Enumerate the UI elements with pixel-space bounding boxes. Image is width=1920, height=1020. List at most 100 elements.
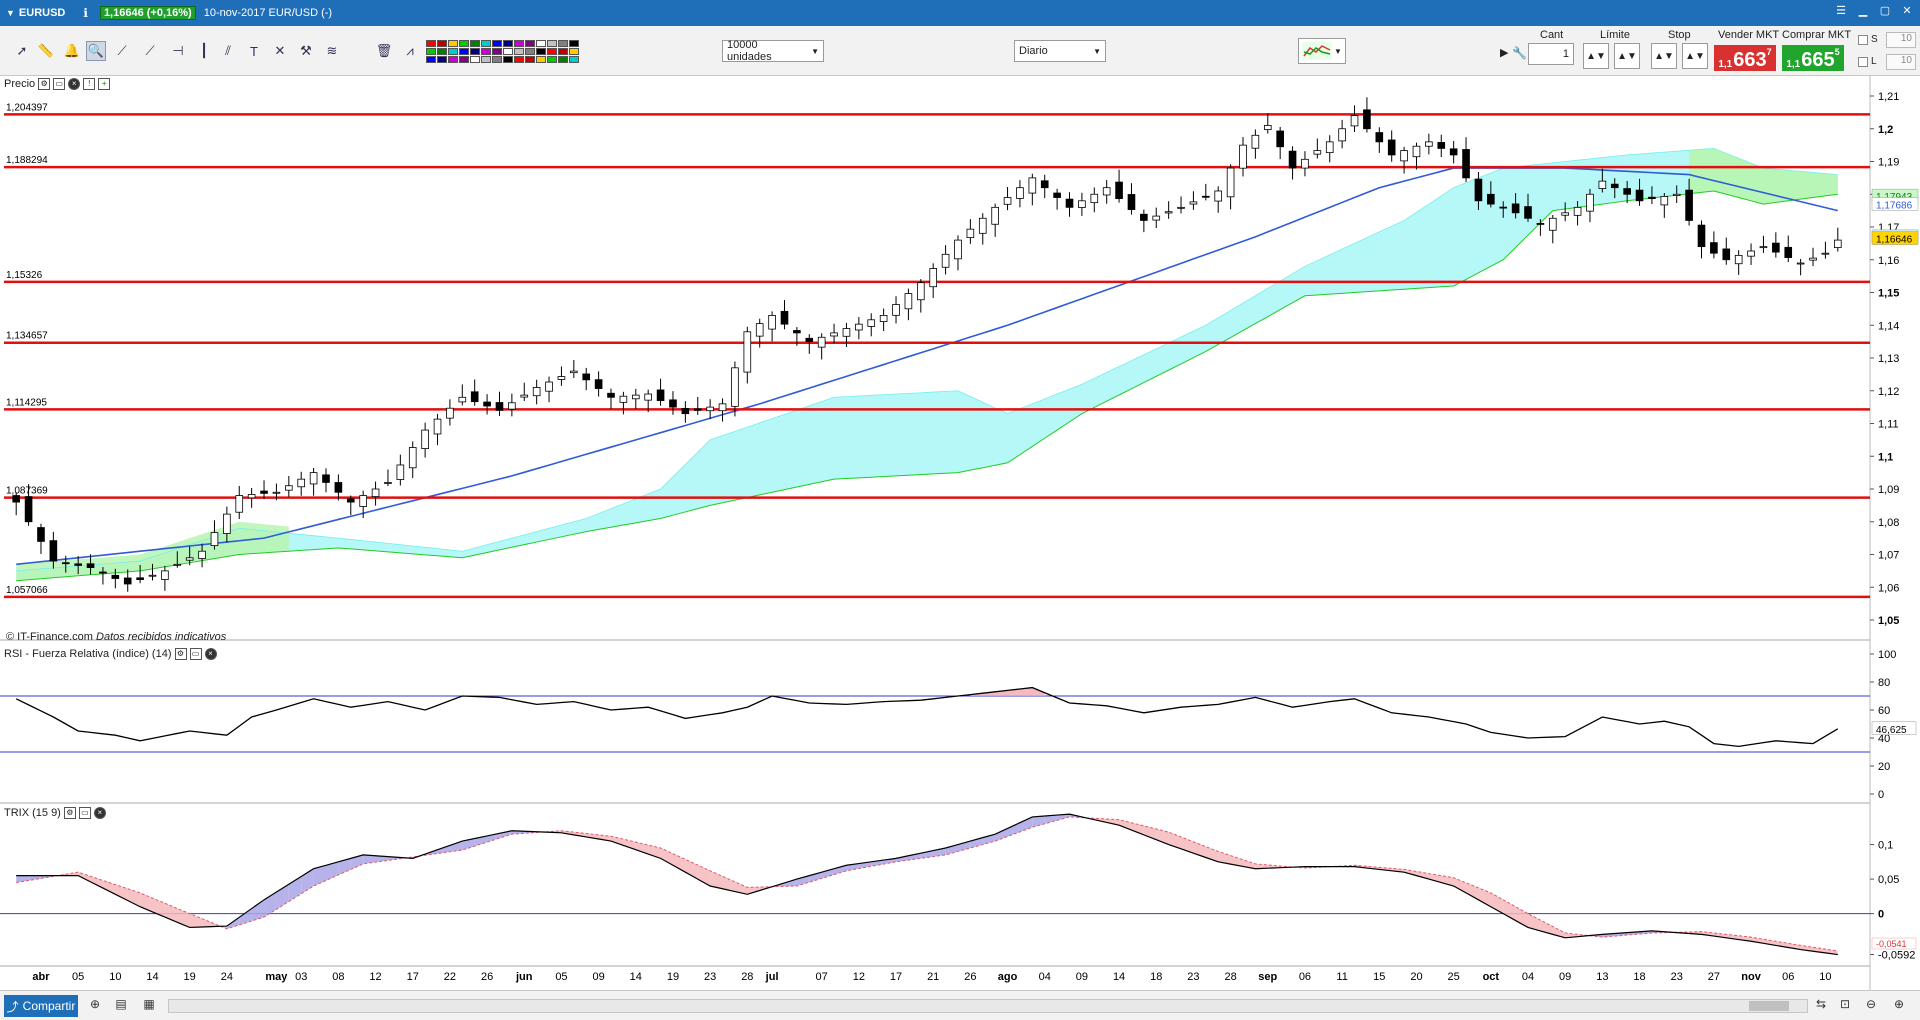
- vertical-line-icon[interactable]: ┃: [200, 43, 208, 58]
- color-swatch[interactable]: [525, 48, 535, 55]
- color-swatch[interactable]: [547, 48, 557, 55]
- stoploss-input[interactable]: 10: [1886, 31, 1916, 48]
- stoploss-checkbox[interactable]: [1858, 34, 1868, 45]
- color-swatch[interactable]: [536, 40, 546, 47]
- color-swatch[interactable]: [525, 56, 535, 63]
- color-swatch[interactable]: [437, 48, 447, 55]
- crosshair-icon[interactable]: ✕: [274, 43, 286, 58]
- ruler-icon[interactable]: 📏: [37, 43, 55, 58]
- color-swatch[interactable]: [514, 48, 524, 55]
- color-swatch[interactable]: [448, 56, 458, 63]
- color-swatch[interactable]: [558, 40, 568, 47]
- window-icon[interactable]: ▭: [78, 807, 91, 819]
- color-swatch[interactable]: [437, 40, 447, 47]
- color-swatch[interactable]: [536, 48, 546, 55]
- print-icon[interactable]: ▤: [115, 997, 127, 1011]
- color-swatch[interactable]: [536, 56, 546, 63]
- color-swatch[interactable]: [569, 56, 579, 63]
- wrench-icon[interactable]: ⚙: [38, 78, 51, 90]
- color-swatch[interactable]: [437, 56, 447, 63]
- color-swatch[interactable]: [547, 56, 557, 63]
- quantity-input[interactable]: 1: [1528, 43, 1574, 65]
- zoom-icon[interactable]: 🔍: [86, 41, 106, 61]
- color-swatch[interactable]: [503, 48, 513, 55]
- color-swatch[interactable]: [569, 48, 579, 55]
- fibonacci-icon[interactable]: ≋: [326, 43, 338, 58]
- symbol-name[interactable]: EURUSD: [18, 7, 66, 19]
- trendline-icon[interactable]: ⟋: [117, 43, 127, 58]
- limit-sell-button[interactable]: ▲▼: [1614, 43, 1640, 69]
- chart-area[interactable]: 1,204397 1,188294 1,15326 1,134657 1,114295 1…: [0, 76, 1920, 990]
- color-swatch[interactable]: [481, 48, 491, 55]
- color-swatch[interactable]: [547, 40, 557, 47]
- limit-checkbox[interactable]: [1858, 56, 1868, 67]
- period-select[interactable]: Diario ▼: [1014, 40, 1106, 62]
- zoom-in-icon[interactable]: ⊕: [1893, 997, 1905, 1011]
- stop-buy-button[interactable]: ▲▼: [1651, 43, 1677, 69]
- horizontal-line-icon[interactable]: ⊣: [172, 43, 184, 58]
- color-swatch[interactable]: [448, 48, 458, 55]
- color-swatch[interactable]: [470, 48, 480, 55]
- cursor-icon[interactable]: ➚: [16, 43, 28, 58]
- add-icon[interactable]: +: [98, 78, 111, 90]
- color-swatch[interactable]: [426, 56, 436, 63]
- text-icon[interactable]: T: [250, 43, 258, 59]
- close-icon[interactable]: ×: [68, 78, 81, 90]
- horizontal-scrollbar[interactable]: [168, 999, 1808, 1013]
- color-swatch[interactable]: [470, 40, 480, 47]
- color-swatch[interactable]: [470, 56, 480, 63]
- limit-buy-button[interactable]: ▲▼: [1583, 43, 1609, 69]
- crosshair-settings-icon[interactable]: ⊕: [89, 997, 101, 1011]
- color-swatch[interactable]: [503, 40, 513, 47]
- color-icon[interactable]: ⩘: [406, 43, 414, 58]
- menu-icon[interactable]: ☰: [1836, 5, 1846, 17]
- stop-sell-button[interactable]: ▲▼: [1682, 43, 1708, 69]
- close-icon[interactable]: ×: [93, 807, 106, 819]
- window-icon[interactable]: ▭: [189, 648, 202, 660]
- alert-icon[interactable]: !: [83, 78, 96, 90]
- sell-market-button[interactable]: 1,1 663 7: [1714, 45, 1776, 71]
- color-swatch[interactable]: [492, 48, 502, 55]
- color-swatch[interactable]: [459, 56, 469, 63]
- color-swatch[interactable]: [459, 48, 469, 55]
- color-swatch[interactable]: [481, 40, 491, 47]
- color-swatch[interactable]: [514, 56, 524, 63]
- color-swatch[interactable]: [481, 56, 491, 63]
- export-icon[interactable]: ▦: [143, 997, 155, 1011]
- pitchfork-icon[interactable]: ⚒: [300, 43, 312, 58]
- buy-market-button[interactable]: 1,1 665 5: [1782, 45, 1844, 71]
- close-icon[interactable]: ✕: [1902, 5, 1912, 17]
- wrench-icon[interactable]: ⚙: [174, 648, 187, 660]
- info-icon[interactable]: ℹ: [83, 6, 88, 20]
- limit-input[interactable]: 10: [1886, 53, 1916, 70]
- color-swatch[interactable]: [448, 40, 458, 47]
- close-icon[interactable]: ×: [204, 648, 217, 660]
- color-swatch[interactable]: [525, 40, 535, 47]
- wrench-icon[interactable]: ⚙: [63, 807, 76, 819]
- zoom-out-icon[interactable]: ⊖: [1865, 997, 1877, 1011]
- color-swatch[interactable]: [514, 40, 524, 47]
- wrench-icon[interactable]: 🔧: [1512, 46, 1527, 60]
- scrollbar-thumb[interactable]: [1749, 1001, 1789, 1011]
- color-swatch[interactable]: [503, 56, 513, 63]
- color-swatches[interactable]: [426, 40, 579, 63]
- regression-icon[interactable]: ⫽: [225, 43, 231, 58]
- color-swatch[interactable]: [426, 48, 436, 55]
- alarm-icon[interactable]: 🔔: [63, 43, 81, 58]
- collapse-arrow-icon[interactable]: ▶: [1500, 47, 1509, 59]
- window-icon[interactable]: ▭: [53, 78, 66, 90]
- menu-chevron-icon[interactable]: ▼: [6, 8, 15, 18]
- minimize-icon[interactable]: ▁: [1858, 5, 1868, 17]
- color-swatch[interactable]: [426, 40, 436, 47]
- indicator-button[interactable]: ▼: [1298, 38, 1346, 64]
- zoom-fit-icon[interactable]: ⊡: [1839, 997, 1851, 1011]
- ray-icon[interactable]: ⟋: [145, 43, 155, 58]
- color-swatch[interactable]: [569, 40, 579, 47]
- color-swatch[interactable]: [492, 56, 502, 63]
- color-swatch[interactable]: [459, 40, 469, 47]
- color-swatch[interactable]: [492, 40, 502, 47]
- maximize-icon[interactable]: ▢: [1879, 5, 1891, 17]
- color-swatch[interactable]: [558, 48, 568, 55]
- chart-type-icon[interactable]: ⇆: [1815, 997, 1827, 1011]
- color-swatch[interactable]: [558, 56, 568, 63]
